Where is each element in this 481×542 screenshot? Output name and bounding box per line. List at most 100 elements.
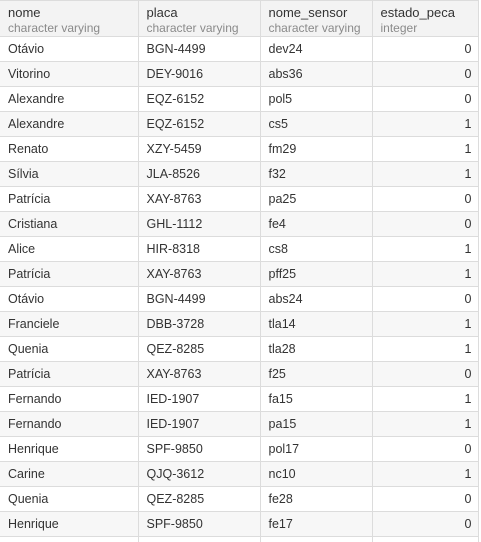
table-row[interactable]: Alexandre EQZ-6152 pol5 0 (0, 86, 479, 112)
cell-placa[interactable]: QEZ-8285 (137, 486, 261, 512)
table-row[interactable]: Franciele DBB-3728 tla14 1 (0, 311, 479, 337)
cell-nome[interactable]: Patrícia (0, 186, 139, 212)
cell-nome[interactable]: Alice (0, 236, 139, 262)
cell-nome-sensor[interactable]: fa15 (259, 386, 373, 412)
cell-placa[interactable]: JLA-8526 (137, 161, 261, 187)
cell-nome[interactable]: Henrique (0, 436, 139, 462)
table-row[interactable]: Henrique SPF-9850 fe17 0 (0, 511, 479, 537)
column-header-placa[interactable]: placa character varying (137, 0, 261, 37)
cell-estado-peca[interactable]: 0 (371, 286, 479, 312)
cell-estado-peca[interactable]: 1 (371, 161, 479, 187)
cell-placa[interactable]: BGN-4499 (137, 36, 261, 62)
cell-nome[interactable]: Quenia (0, 486, 139, 512)
cell-placa[interactable]: QJQ-3612 (137, 461, 261, 487)
cell-placa[interactable]: IED-1907 (137, 411, 261, 437)
table-row[interactable]: Carine QJQ-3612 nc10 1 (0, 461, 479, 487)
cell-nome-sensor[interactable]: pa25 (259, 186, 373, 212)
cell-estado-peca[interactable]: 0 (371, 61, 479, 87)
cell-nome[interactable]: Henrique (0, 511, 139, 537)
cell-estado-peca[interactable]: 1 (371, 336, 479, 362)
table-row[interactable]: Renato XZY-5459 fm29 1 (0, 136, 479, 162)
cell-nome-sensor[interactable]: nc10 (259, 461, 373, 487)
cell-nome[interactable] (0, 536, 139, 542)
cell-estado-peca[interactable]: 0 (371, 486, 479, 512)
cell-nome[interactable]: Sílvia (0, 161, 139, 187)
cell-placa[interactable]: EQZ-6152 (137, 111, 261, 137)
cell-estado-peca[interactable]: 1 (371, 311, 479, 337)
cell-nome[interactable]: Alexandre (0, 111, 139, 137)
cell-estado-peca[interactable]: 1 (371, 411, 479, 437)
table-row[interactable]: Quenia QEZ-8285 fe28 0 (0, 486, 479, 512)
table-row[interactable]: Alexandre EQZ-6152 cs5 1 (0, 111, 479, 137)
cell-estado-peca[interactable]: 0 (371, 361, 479, 387)
cell-placa[interactable]: QEZ-8285 (137, 336, 261, 362)
cell-nome-sensor[interactable]: abs24 (259, 286, 373, 312)
cell-nome[interactable]: Fernando (0, 411, 139, 437)
cell-nome[interactable]: Franciele (0, 311, 139, 337)
cell-placa[interactable]: SPF-9850 (137, 511, 261, 537)
cell-estado-peca[interactable]: 1 (371, 386, 479, 412)
cell-nome[interactable]: Patrícia (0, 361, 139, 387)
cell-nome[interactable]: Fernando (0, 386, 139, 412)
cell-estado-peca[interactable]: 0 (371, 186, 479, 212)
column-header-estado-peca[interactable]: estado_peca integer (371, 0, 479, 37)
cell-nome-sensor[interactable]: cs8 (259, 236, 373, 262)
cell-estado-peca[interactable]: 0 (371, 36, 479, 62)
cell-nome-sensor[interactable]: cs5 (259, 111, 373, 137)
cell-nome-sensor[interactable]: abs36 (259, 61, 373, 87)
cell-estado-peca[interactable]: 0 (371, 86, 479, 112)
cell-estado-peca[interactable] (371, 536, 479, 542)
cell-placa[interactable]: XZY-5459 (137, 136, 261, 162)
cell-nome-sensor[interactable]: pol5 (259, 86, 373, 112)
cell-estado-peca[interactable]: 0 (371, 211, 479, 237)
cell-estado-peca[interactable]: 1 (371, 461, 479, 487)
table-row[interactable]: Henrique SPF-9850 pol17 0 (0, 436, 479, 462)
cell-nome-sensor[interactable]: fe17 (259, 511, 373, 537)
cell-nome[interactable]: Otávio (0, 286, 139, 312)
table-row[interactable]: Fernando IED-1907 pa15 1 (0, 411, 479, 437)
cell-nome[interactable]: Vitorino (0, 61, 139, 87)
cell-placa[interactable]: XAY-8763 (137, 361, 261, 387)
cell-nome-sensor[interactable]: tla14 (259, 311, 373, 337)
cell-estado-peca[interactable]: 1 (371, 136, 479, 162)
table-row[interactable]: Sílvia JLA-8526 f32 1 (0, 161, 479, 187)
cell-nome-sensor[interactable]: fe4 (259, 211, 373, 237)
cell-placa[interactable]: IED-1907 (137, 386, 261, 412)
cell-nome-sensor[interactable]: fe28 (259, 486, 373, 512)
table-row[interactable] (0, 536, 479, 542)
table-row[interactable]: Quenia QEZ-8285 tla28 1 (0, 336, 479, 362)
cell-estado-peca[interactable]: 1 (371, 236, 479, 262)
cell-placa[interactable]: DEY-9016 (137, 61, 261, 87)
table-row[interactable]: Vitorino DEY-9016 abs36 0 (0, 61, 479, 87)
table-row[interactable]: Otávio BGN-4499 abs24 0 (0, 286, 479, 312)
cell-nome[interactable]: Carine (0, 461, 139, 487)
table-row[interactable]: Patrícia XAY-8763 pa25 0 (0, 186, 479, 212)
cell-nome-sensor[interactable]: dev24 (259, 36, 373, 62)
cell-placa[interactable]: DBB-3728 (137, 311, 261, 337)
cell-nome[interactable]: Patrícia (0, 261, 139, 287)
cell-nome[interactable]: Cristiana (0, 211, 139, 237)
cell-nome-sensor[interactable]: pa15 (259, 411, 373, 437)
cell-estado-peca[interactable]: 0 (371, 511, 479, 537)
cell-placa[interactable]: XAY-8763 (137, 261, 261, 287)
table-row[interactable]: Fernando IED-1907 fa15 1 (0, 386, 479, 412)
cell-nome[interactable]: Alexandre (0, 86, 139, 112)
cell-placa[interactable] (137, 536, 261, 542)
cell-nome-sensor[interactable]: pol17 (259, 436, 373, 462)
cell-estado-peca[interactable]: 0 (371, 436, 479, 462)
table-row[interactable]: Patrícia XAY-8763 f25 0 (0, 361, 479, 387)
column-header-nome-sensor[interactable]: nome_sensor character varying (259, 0, 373, 37)
table-row[interactable]: Otávio BGN-4499 dev24 0 (0, 36, 479, 62)
cell-nome[interactable]: Otávio (0, 36, 139, 62)
cell-nome-sensor[interactable]: f25 (259, 361, 373, 387)
cell-nome-sensor[interactable]: pff25 (259, 261, 373, 287)
cell-estado-peca[interactable]: 1 (371, 261, 479, 287)
cell-placa[interactable]: BGN-4499 (137, 286, 261, 312)
table-row[interactable]: Patrícia XAY-8763 pff25 1 (0, 261, 479, 287)
cell-estado-peca[interactable]: 1 (371, 111, 479, 137)
cell-placa[interactable]: SPF-9850 (137, 436, 261, 462)
table-row[interactable]: Alice HIR-8318 cs8 1 (0, 236, 479, 262)
table-row[interactable]: Cristiana GHL-1112 fe4 0 (0, 211, 479, 237)
cell-nome-sensor[interactable] (259, 536, 373, 542)
cell-nome-sensor[interactable]: fm29 (259, 136, 373, 162)
